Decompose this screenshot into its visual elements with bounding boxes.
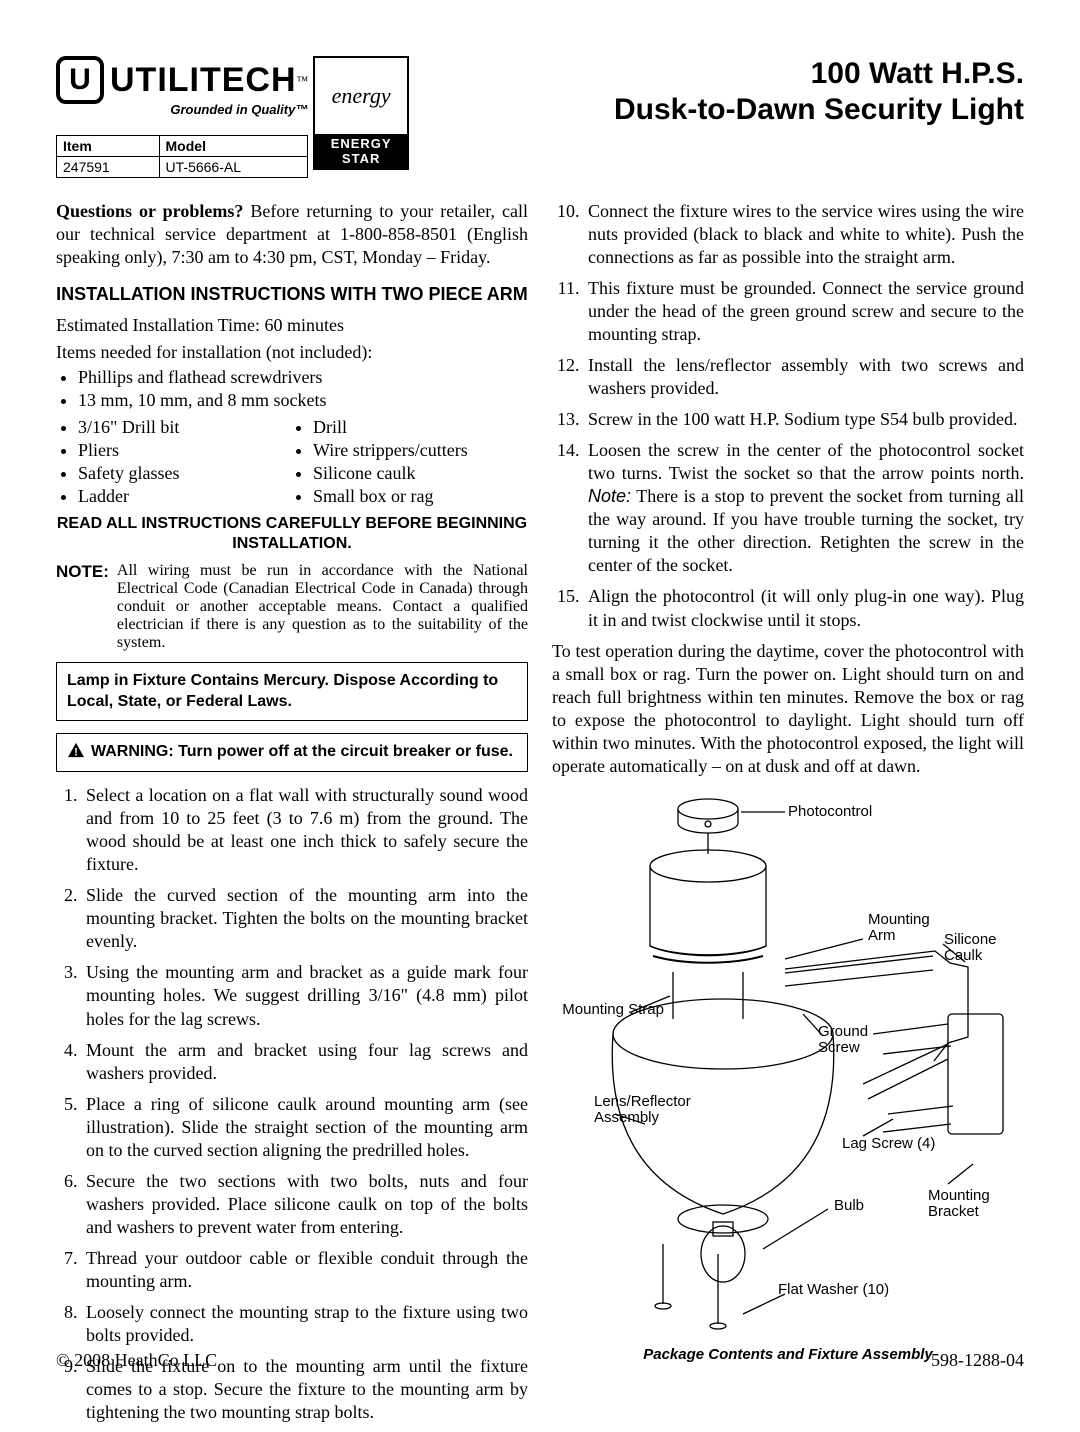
brand-block: U UTILITECH™ Grounded in Quality™ Item M…: [56, 56, 308, 178]
step-item: Install the lens/reflector assembly with…: [584, 354, 1024, 400]
energy-star-script: energy: [315, 58, 407, 134]
list-item: Wire strippers/cutters: [313, 439, 528, 462]
warning-icon: !: [67, 742, 85, 758]
table-header: Item: [57, 136, 160, 157]
brand-tm: ™: [297, 73, 309, 87]
diagram-label-lens-reflector: Lens/Reflector Assembly: [594, 1094, 691, 1127]
warning-text: WARNING: Turn power off at the circuit b…: [91, 743, 513, 760]
questions-label: Questions or problems?: [56, 201, 243, 221]
read-all-warning: READ ALL INSTRUCTIONS CAREFULLY BEFORE B…: [56, 514, 528, 554]
list-item: Silicone caulk: [313, 462, 528, 485]
list-item: Drill: [313, 416, 528, 439]
footer-copyright: © 2008 HeathCo LLC: [56, 1350, 217, 1371]
brand-name: UTILITECH: [110, 61, 297, 99]
list-item: Pliers: [78, 439, 293, 462]
table-header: Model: [159, 136, 308, 157]
diagram-svg: [552, 784, 1024, 1344]
brand-logo: U UTILITECH™: [56, 56, 308, 104]
step-item: Screw in the 100 watt H.P. Sodium type S…: [584, 408, 1024, 431]
brand-tagline: Grounded in Quality™: [56, 102, 308, 117]
note-label: NOTE:: [56, 562, 109, 652]
step-text-a: Loosen the screw in the center of the ph…: [588, 440, 1024, 483]
table-header-row: Item Model: [57, 136, 308, 157]
step-item: Align the photocontrol (it will only plu…: [584, 585, 1024, 631]
list-item: Safety glasses: [78, 462, 293, 485]
items-needed-label: Items needed for installation (not inclu…: [56, 341, 528, 364]
brand-logo-mark: U: [56, 56, 104, 104]
step-item: Place a ring of silicone caulk around mo…: [82, 1093, 528, 1162]
diagram-label-photocontrol: Photocontrol: [788, 804, 872, 821]
document-title: 100 Watt H.P.S. Dusk-to-Dawn Security Li…: [614, 56, 1024, 128]
page-footer: © 2008 HeathCo LLC 598-1288-04: [56, 1350, 1024, 1371]
list-item: Ladder: [78, 485, 293, 508]
left-column: Questions or problems? Before returning …: [56, 200, 528, 1432]
table-cell: 247591: [57, 157, 160, 178]
step-item: Thread your outdoor cable or flexible co…: [82, 1247, 528, 1293]
right-column: Connect the fixture wires to the service…: [552, 200, 1024, 1432]
step-item: Select a location on a flat wall with st…: [82, 784, 528, 876]
diagram-label-mounting-arm: Mounting Arm: [868, 912, 930, 945]
step-item: Mount the arm and bracket using four lag…: [82, 1039, 528, 1085]
step-item: Using the mounting arm and bracket as a …: [82, 961, 528, 1030]
step-item: Slide the curved section of the mounting…: [82, 884, 528, 953]
diagram-label-lag-screw: Lag Screw (4): [842, 1136, 935, 1153]
diagram-label-mounting-strap: Mounting Strap: [556, 1002, 664, 1019]
diagram-label-silicone-caulk: Silicone Caulk: [944, 932, 997, 965]
item-model-table: Item Model 247591 UT-5666-AL: [56, 135, 308, 178]
list-item: 3/16" Drill bit: [78, 416, 293, 439]
diagram-label-flat-washer: Flat Washer (10): [778, 1282, 889, 1299]
svg-text:!: !: [74, 747, 78, 759]
document-header: U UTILITECH™ Grounded in Quality™ Item M…: [56, 56, 1024, 178]
note-block: NOTE: All wiring must be run in accordan…: [56, 562, 528, 652]
tools-list-two-col: 3/16" Drill bit Pliers Safety glasses La…: [56, 416, 528, 508]
test-operation-paragraph: To test operation during the daytime, co…: [552, 640, 1024, 778]
estimated-time: Estimated Installation Time: 60 minutes: [56, 314, 528, 337]
steps-list-right: Connect the fixture wires to the service…: [552, 200, 1024, 632]
title-line2: Dusk-to-Dawn Security Light: [614, 92, 1024, 128]
step-item: This fixture must be grounded. Connect t…: [584, 277, 1024, 346]
step-item: Secure the two sections with two bolts, …: [82, 1170, 528, 1239]
list-item: Small box or rag: [313, 485, 528, 508]
note-body: All wiring must be run in accordance wit…: [117, 562, 528, 652]
diagram-label-mounting-bracket: Mounting Bracket: [928, 1188, 990, 1221]
section-title: INSTALLATION INSTRUCTIONS WITH TWO PIECE…: [56, 283, 528, 306]
assembly-diagram: Photocontrol Mounting Arm Silicone Caulk…: [552, 784, 1024, 1344]
step-text-b: There is a stop to prevent the socket fr…: [588, 486, 1024, 575]
list-item: 13 mm, 10 mm, and 8 mm sockets: [78, 389, 528, 412]
step-item: Loosely connect the mounting strap to th…: [82, 1301, 528, 1347]
steps-list-left: Select a location on a flat wall with st…: [56, 784, 528, 1424]
list-item: Phillips and flathead screwdrivers: [78, 366, 528, 389]
table-row: 247591 UT-5666-AL: [57, 157, 308, 178]
diagram-label-bulb: Bulb: [834, 1198, 864, 1215]
mercury-disposal-box: Lamp in Fixture Contains Mercury. Dispos…: [56, 662, 528, 722]
questions-paragraph: Questions or problems? Before returning …: [56, 200, 528, 269]
energy-star-badge: energy ENERGY STAR: [313, 56, 409, 170]
energy-star-label: ENERGY STAR: [315, 134, 407, 168]
step-note-label: Note:: [588, 486, 631, 506]
footer-docnum: 598-1288-04: [931, 1350, 1024, 1371]
table-cell: UT-5666-AL: [159, 157, 308, 178]
tools-list-single: Phillips and flathead screwdrivers 13 mm…: [56, 366, 528, 412]
step-item: Loosen the screw in the center of the ph…: [584, 439, 1024, 577]
title-line1: 100 Watt H.P.S.: [614, 56, 1024, 92]
warning-box: ! WARNING: Turn power off at the circuit …: [56, 733, 528, 772]
diagram-label-ground-screw: Ground Screw: [818, 1024, 868, 1057]
step-item: Connect the fixture wires to the service…: [584, 200, 1024, 269]
content-columns: Questions or problems? Before returning …: [56, 200, 1024, 1432]
